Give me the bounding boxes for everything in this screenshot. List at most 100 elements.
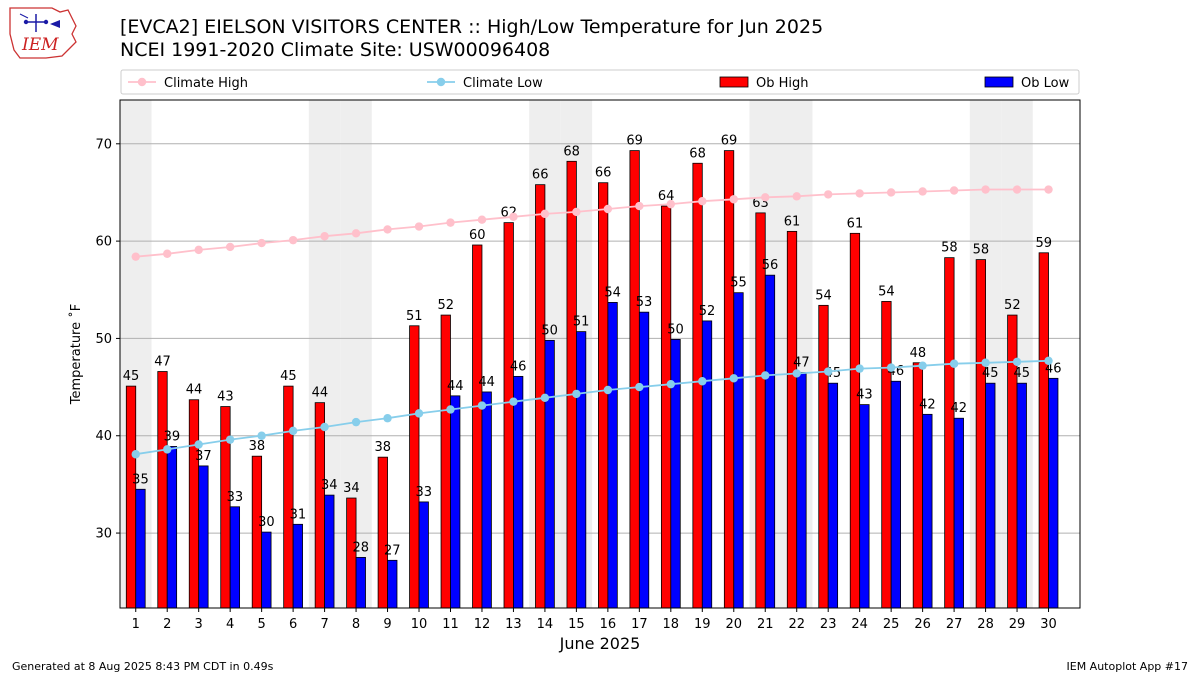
ob-high-bar xyxy=(566,160,577,609)
y-axis-label: Temperature ˚F xyxy=(68,304,84,405)
ob-low-data-label: 56 xyxy=(762,258,779,273)
ob-low-data-label: 28 xyxy=(353,540,370,555)
climate-low-point xyxy=(257,431,266,440)
ob-high-bar xyxy=(283,385,294,609)
ob-low-bar xyxy=(450,395,461,609)
ob-low-bar xyxy=(292,523,303,609)
climate-low-point xyxy=(981,358,990,367)
x-tick-label: 21 xyxy=(757,617,774,632)
ob-low-bar xyxy=(575,331,587,609)
x-tick-label: 8 xyxy=(352,617,360,632)
ob-high-data-label: 44 xyxy=(186,383,203,398)
ob-low-data-label: 55 xyxy=(730,276,747,291)
climate-high-point xyxy=(257,238,266,248)
ob-high-data-label: 47 xyxy=(154,355,171,370)
climate-high-point xyxy=(163,249,172,258)
ob-low-bar xyxy=(135,488,146,609)
legend-ob-low-swatch xyxy=(984,76,1014,88)
ob-low-bar xyxy=(607,302,618,609)
ob-high-bar xyxy=(660,205,672,609)
ob-high-data-label: 59 xyxy=(1036,236,1053,251)
ob-high-bar xyxy=(849,232,861,609)
ob-low-data-label: 50 xyxy=(541,323,558,338)
ob-low-bar xyxy=(324,494,335,609)
x-tick-label: 15 xyxy=(568,617,585,632)
ob-high-data-label: 66 xyxy=(532,168,549,183)
ob-high-bar xyxy=(440,314,451,609)
climate-low-point xyxy=(666,379,676,389)
x-tick-label: 16 xyxy=(600,617,617,632)
ob-low-bar xyxy=(261,531,272,609)
ob-low-bar xyxy=(922,413,933,609)
ob-low-data-label: 27 xyxy=(384,543,401,558)
climate-low-point xyxy=(855,364,864,373)
ob-low-data-label: 53 xyxy=(636,295,653,310)
ob-low-data-label: 30 xyxy=(258,515,275,530)
ob-low-bar xyxy=(670,339,681,609)
climate-high-point xyxy=(477,215,487,224)
climate-low-point xyxy=(351,417,361,427)
climate-low-point xyxy=(603,385,613,395)
chart-subtitle: NCEI 1991-2020 Climate Site: USW00096408 xyxy=(120,39,551,61)
ob-high-data-label: 52 xyxy=(1004,298,1021,313)
ob-low-bar xyxy=(229,506,241,609)
ob-low-data-label: 33 xyxy=(227,490,244,505)
climate-high-point xyxy=(288,235,298,245)
climate-high-point xyxy=(1044,185,1053,194)
ob-high-bar xyxy=(975,259,986,609)
ob-low-bar xyxy=(985,382,996,609)
climate-low-point xyxy=(320,422,329,432)
ob-low-bar xyxy=(859,404,870,609)
ob-high-data-label: 38 xyxy=(375,440,392,455)
ob-low-data-label: 31 xyxy=(290,507,307,522)
ob-low-data-label: 51 xyxy=(573,315,590,330)
x-tick-label: 20 xyxy=(725,617,742,632)
ob-low-bar xyxy=(890,380,901,609)
x-tick-label: 29 xyxy=(1009,617,1026,632)
x-tick-label: 24 xyxy=(851,617,868,632)
ob-low-data-label: 37 xyxy=(195,449,212,464)
climate-high-point xyxy=(383,225,392,234)
x-tick-label: 18 xyxy=(663,617,680,632)
ob-high-data-label: 66 xyxy=(595,166,612,181)
climate-low-point xyxy=(163,445,172,454)
ob-low-bar xyxy=(355,556,366,609)
ob-high-data-label: 52 xyxy=(437,298,454,313)
ob-low-data-label: 45 xyxy=(1013,366,1030,381)
ob-low-bar xyxy=(198,465,209,609)
ob-high-data-label: 54 xyxy=(815,288,832,303)
x-tick-label: 14 xyxy=(537,617,554,632)
ob-low-bar xyxy=(544,339,555,609)
climate-high-point xyxy=(540,209,550,219)
ob-high-data-label: 44 xyxy=(312,386,329,401)
chart-title: [EVCA2] EIELSON VISITORS CENTER :: High/… xyxy=(120,16,824,38)
ob-high-data-label: 45 xyxy=(280,369,297,384)
x-tick-label: 26 xyxy=(914,617,931,632)
ob-high-data-label: 48 xyxy=(910,346,927,361)
climate-high-point xyxy=(823,190,833,199)
ob-high-data-label: 58 xyxy=(973,243,990,258)
climate-high-point xyxy=(792,192,801,201)
climate-low-point xyxy=(1012,357,1022,366)
ob-high-bar xyxy=(314,402,325,609)
logo-text: IEM xyxy=(21,35,59,55)
y-tick-label: 60 xyxy=(95,235,112,250)
climate-high-point xyxy=(949,186,959,195)
weather-station-icon xyxy=(19,13,60,32)
x-tick-label: 2 xyxy=(163,617,171,632)
ob-high-bar xyxy=(881,301,892,609)
ob-low-bar xyxy=(764,274,776,609)
climate-high-point xyxy=(918,187,927,196)
climate-high-point xyxy=(666,199,676,209)
x-tick-label: 1 xyxy=(132,617,140,632)
legend-climate-low-label: Climate Low xyxy=(463,76,543,91)
climate-low-point xyxy=(918,361,927,370)
ob-low-data-label: 33 xyxy=(415,485,432,500)
ob-low-data-label: 50 xyxy=(667,322,684,337)
ob-low-bar xyxy=(513,375,524,609)
ob-high-bar xyxy=(188,399,200,609)
ob-low-data-label: 54 xyxy=(604,285,621,300)
ob-high-bar xyxy=(629,150,640,609)
y-tick-label: 70 xyxy=(95,137,112,152)
